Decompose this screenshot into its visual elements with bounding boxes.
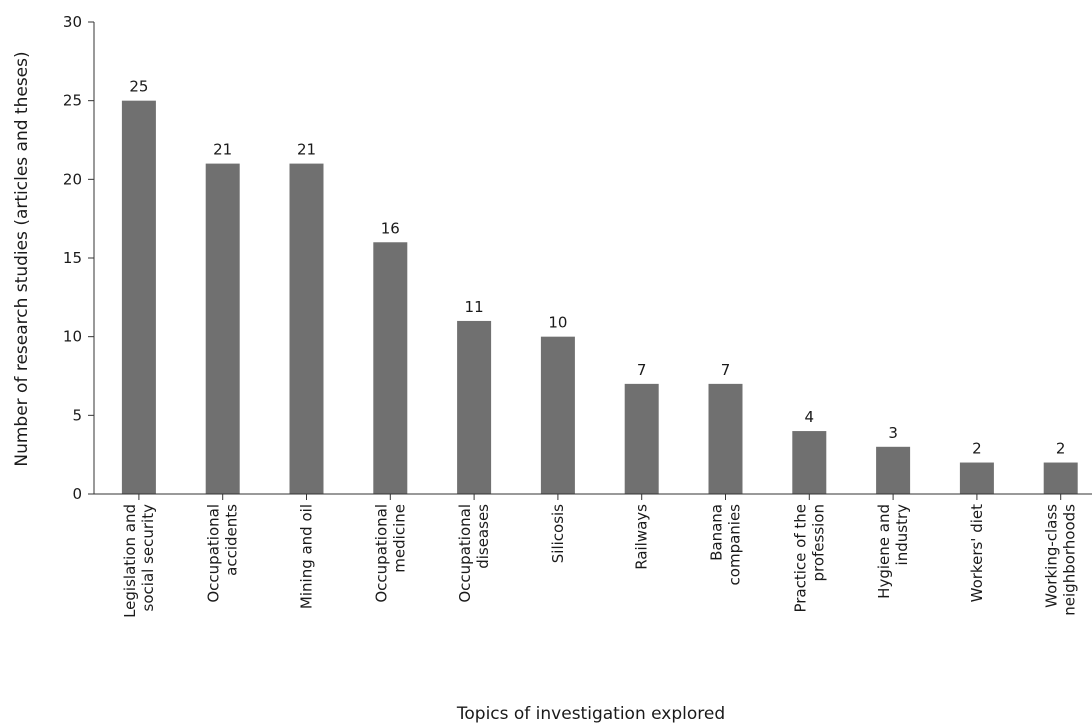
- data-labels: 25 21 21 16 11 10 7 7 4 3 2 2: [129, 78, 1065, 458]
- x-category-label: Railways: [633, 504, 651, 570]
- bar: [792, 431, 827, 494]
- bar: [205, 163, 240, 494]
- data-label: 11: [465, 298, 484, 316]
- data-label: 2: [1056, 440, 1066, 458]
- x-category-label: companies: [726, 504, 744, 586]
- x-category-label: industry: [893, 504, 911, 566]
- y-tick-label: 15: [63, 249, 82, 267]
- bars: [121, 100, 1078, 495]
- x-axis-title: Topics of investigation explored: [456, 704, 725, 724]
- y-tick-label: 0: [72, 485, 82, 503]
- data-label: 7: [637, 361, 647, 379]
- y-tick-label: 10: [63, 328, 82, 346]
- x-axis: Legislation and social security Occupation…: [94, 493, 1092, 618]
- bar: [708, 383, 743, 494]
- data-label: 21: [213, 141, 232, 159]
- x-category-label: Occupational: [456, 504, 474, 603]
- bar: [121, 100, 156, 495]
- y-tick-label: 5: [72, 406, 82, 424]
- bar: [624, 383, 659, 494]
- x-category-label: Occupational: [205, 504, 223, 603]
- data-label: 16: [381, 219, 400, 237]
- data-label: 3: [888, 424, 898, 442]
- x-category-label: Legislation and: [121, 504, 139, 618]
- y-tick-label: 20: [63, 170, 82, 188]
- x-category-label: social security: [139, 504, 157, 612]
- data-label: 7: [721, 361, 731, 379]
- x-category-label: medicine: [390, 504, 408, 573]
- data-label: 25: [129, 78, 148, 96]
- x-category-label: Occupational: [372, 504, 390, 603]
- x-category-label: Practice of the: [791, 504, 809, 613]
- x-category-label: diseases: [474, 504, 492, 569]
- data-label: 2: [972, 440, 982, 458]
- data-label: 10: [548, 314, 567, 332]
- x-category-label: Working-class: [1043, 504, 1061, 608]
- x-category-label: Workers' diet: [968, 504, 986, 602]
- bar: [876, 446, 911, 494]
- x-category-label: neighborhoods: [1061, 504, 1079, 616]
- data-label: 4: [805, 408, 815, 426]
- x-category-label: Mining and oil: [298, 504, 316, 609]
- y-tick-label: 25: [63, 92, 82, 110]
- y-tick-label: 30: [63, 13, 82, 31]
- x-category-label: Hygiene and: [875, 504, 893, 599]
- data-label: 21: [297, 141, 316, 159]
- bar: [289, 163, 324, 494]
- bar: [959, 462, 994, 494]
- x-category-label: accidents: [223, 504, 241, 576]
- x-category-label: Banana: [708, 504, 726, 561]
- bar: [540, 336, 575, 494]
- bar: [457, 320, 492, 494]
- x-category-label: profession: [809, 504, 827, 582]
- x-category-label: Silicosis: [549, 504, 567, 563]
- y-axis: 0 5 10 15 20 25 30: [63, 13, 95, 503]
- y-axis-title: Number of research studies (articles and…: [12, 51, 32, 466]
- bar: [1043, 462, 1078, 494]
- bar: [373, 242, 408, 494]
